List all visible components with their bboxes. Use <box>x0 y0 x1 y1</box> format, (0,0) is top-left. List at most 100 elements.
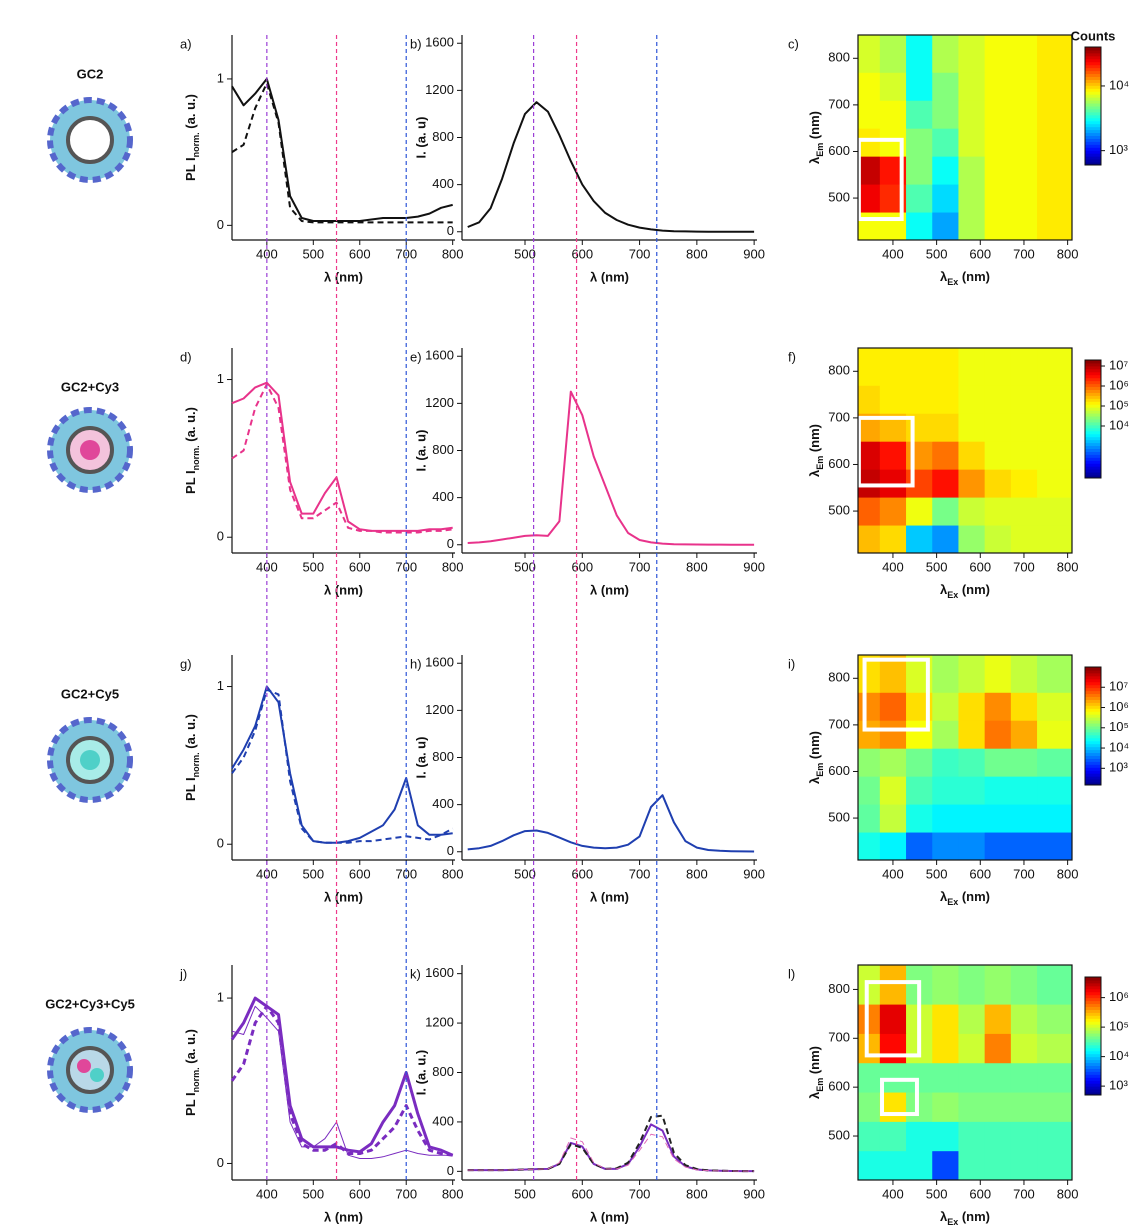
colorbar-step <box>1085 749 1101 754</box>
panel-label: a) <box>180 36 192 51</box>
heatmap-cell <box>906 804 933 833</box>
heatmap-cell <box>932 469 959 498</box>
cell-icon <box>47 97 133 183</box>
heatmap-cell <box>1037 100 1073 129</box>
colorbar-step <box>1085 1036 1101 1040</box>
subscript: Em <box>815 763 825 777</box>
panel-label: g) <box>180 656 192 671</box>
heatmap-cell <box>932 525 959 554</box>
x-tick-label: 600 <box>349 1186 371 1201</box>
label-part: (a. u.) <box>183 94 198 132</box>
heatmap-cell <box>879 385 907 414</box>
heatmap-cell <box>1037 525 1073 554</box>
label-part: (nm) <box>958 1209 990 1224</box>
x-tick-label: 800 <box>1057 866 1079 881</box>
label-part: (nm) <box>807 424 822 456</box>
heatmap-cell <box>1010 965 1038 1005</box>
y-tick-label: 800 <box>828 670 850 685</box>
heatmap-cell <box>858 441 881 470</box>
heatmap-cell <box>932 1121 959 1152</box>
heatmap-cell <box>958 469 986 498</box>
x-tick-label: 400 <box>882 559 904 574</box>
heatmap-cell <box>879 469 907 498</box>
colorbar-step <box>1085 1053 1101 1058</box>
colorbar-step <box>1085 427 1101 432</box>
x-axis-label: λEx (nm) <box>940 889 990 907</box>
colorbar-tick-label: 10⁵ <box>1109 719 1129 734</box>
label-part: PL I <box>183 1092 198 1116</box>
heatmap-cell <box>879 776 907 805</box>
heatmap-cell <box>932 212 959 241</box>
label-part: λ <box>940 889 948 904</box>
colorbar-tick-label: 10⁵ <box>1109 1019 1129 1034</box>
heatmap-cell <box>984 720 1012 749</box>
colorbar-step <box>1085 111 1101 116</box>
heatmap-cell <box>984 1150 1012 1181</box>
heatmap-cell <box>1037 385 1073 414</box>
heatmap-cell <box>958 1092 986 1122</box>
colorbar-step <box>1085 699 1101 703</box>
heatmap-cell <box>1037 1150 1073 1181</box>
heatmap-cell <box>858 184 881 213</box>
heatmap-cell <box>1037 965 1073 1005</box>
colorbar-step <box>1085 88 1101 92</box>
colorbar-step <box>1085 1065 1101 1069</box>
heatmap-cell <box>932 1150 959 1181</box>
panel-label: k) <box>410 966 421 981</box>
row-label: GC2 <box>77 66 104 81</box>
label-part: (nm) <box>958 269 990 284</box>
y-tick-label: 400 <box>432 1113 454 1128</box>
cell-icon <box>47 717 133 803</box>
x-tick-label: 500 <box>926 1186 948 1201</box>
colorbar-step <box>1085 463 1101 467</box>
colorbar-step <box>1085 979 1101 984</box>
heatmap-cell <box>958 1062 986 1093</box>
y-axis-label: λEm (nm) <box>807 111 825 164</box>
colorbar-step <box>1085 994 1101 999</box>
label-part: PL I <box>183 470 198 494</box>
x-tick-label: 500 <box>302 246 324 261</box>
heatmap-cell <box>1037 832 1073 861</box>
heatmap-cell <box>879 804 907 833</box>
colorbar-step <box>1085 737 1101 742</box>
colorbar-step <box>1085 132 1101 136</box>
colorbar-step <box>1085 436 1101 441</box>
heatmap-cell <box>1010 469 1038 498</box>
y-tick-label: 0 <box>447 223 454 238</box>
x-tick-label: 400 <box>882 246 904 261</box>
colorbar-step <box>1085 421 1101 426</box>
heatmap-cell <box>958 72 986 101</box>
colorbar-step <box>1085 1092 1101 1096</box>
colorbar-step <box>1085 389 1101 393</box>
colorbar-step <box>1085 472 1101 476</box>
heatmap-cell <box>858 804 881 833</box>
x-axis-label: λ (nm) <box>590 1209 629 1224</box>
heatmap-cell <box>879 1121 907 1152</box>
colorbar-step <box>1085 47 1101 51</box>
colorbar-step <box>1085 374 1101 379</box>
heatmap-cell <box>1010 525 1038 554</box>
colorbar-step <box>1085 773 1101 777</box>
colorbar-step <box>1085 129 1101 134</box>
heatmap-cell <box>1037 469 1073 498</box>
x-axis-label: λ (nm) <box>590 889 629 904</box>
heatmap-cell <box>858 1150 881 1181</box>
heatmap-cell <box>984 655 1012 693</box>
x-axis-label: λEx (nm) <box>940 582 990 600</box>
highlight-box <box>880 1077 919 1117</box>
subscript: norm. <box>191 752 201 777</box>
colorbar-step <box>1085 1080 1101 1084</box>
colorbar-step <box>1085 696 1101 700</box>
colorbar-step <box>1085 681 1101 686</box>
colorbar-step <box>1085 782 1101 786</box>
heatmap-cell <box>906 156 933 185</box>
heatmap-cell <box>879 100 907 129</box>
heatmap-cell <box>1037 1062 1073 1093</box>
label-part: (nm) <box>958 889 990 904</box>
heatmap-cell <box>958 1004 986 1034</box>
heatmap-cell <box>984 776 1012 805</box>
heatmap-cell <box>932 748 959 777</box>
heatmap-cell <box>879 1004 907 1034</box>
colorbar-step <box>1085 734 1101 739</box>
colorbar-step <box>1085 1050 1101 1055</box>
